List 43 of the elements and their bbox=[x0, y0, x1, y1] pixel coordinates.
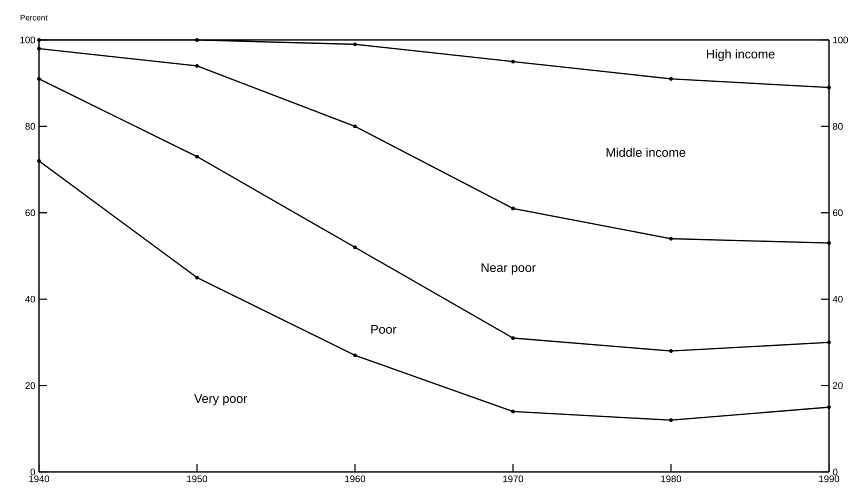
x-tick-label: 1990 bbox=[819, 476, 840, 482]
point bbox=[353, 124, 357, 128]
point bbox=[511, 336, 515, 340]
point bbox=[195, 276, 199, 280]
x-tick-label: 1940 bbox=[29, 476, 50, 482]
y-tick-label: 80 bbox=[25, 123, 36, 130]
x-tick-label: 1980 bbox=[661, 476, 682, 482]
annotation: Very poor bbox=[194, 394, 248, 406]
y2-tick-label: 40 bbox=[832, 296, 843, 303]
y-tick-label: 0 bbox=[30, 468, 36, 476]
y2-tick-label: 20 bbox=[833, 382, 843, 389]
point bbox=[353, 246, 357, 250]
x-tick-label: 1960 bbox=[345, 476, 366, 482]
point bbox=[669, 77, 673, 81]
point bbox=[353, 42, 357, 46]
point bbox=[669, 418, 673, 422]
point bbox=[37, 159, 41, 163]
point bbox=[37, 38, 41, 42]
point bbox=[195, 154, 199, 158]
point bbox=[669, 236, 673, 241]
annotation: Poor bbox=[371, 325, 396, 334]
point bbox=[353, 354, 357, 358]
y2-tick-label: 0 bbox=[832, 468, 838, 476]
point bbox=[37, 77, 41, 81]
annotation: Middle income bbox=[606, 148, 686, 157]
point bbox=[195, 64, 199, 68]
y-tick-label: 60 bbox=[25, 209, 36, 216]
y2-tick-label: 80 bbox=[832, 123, 843, 130]
y2-tick-label: 100 bbox=[833, 36, 848, 44]
x-tick-label: 1970 bbox=[503, 476, 524, 482]
y2-tick-label: 60 bbox=[833, 209, 843, 216]
annotation: Near poor bbox=[482, 263, 536, 275]
point bbox=[37, 46, 41, 50]
y-tick-label: 100 bbox=[20, 36, 36, 44]
point bbox=[195, 38, 199, 42]
point bbox=[669, 349, 673, 353]
x-tick-label: 1950 bbox=[187, 476, 208, 482]
point bbox=[511, 206, 515, 210]
y-tick-label: 20 bbox=[25, 382, 36, 389]
y-tick-label: 40 bbox=[25, 296, 36, 303]
point bbox=[511, 60, 515, 64]
annotation: High income bbox=[706, 49, 775, 61]
point bbox=[511, 410, 515, 414]
